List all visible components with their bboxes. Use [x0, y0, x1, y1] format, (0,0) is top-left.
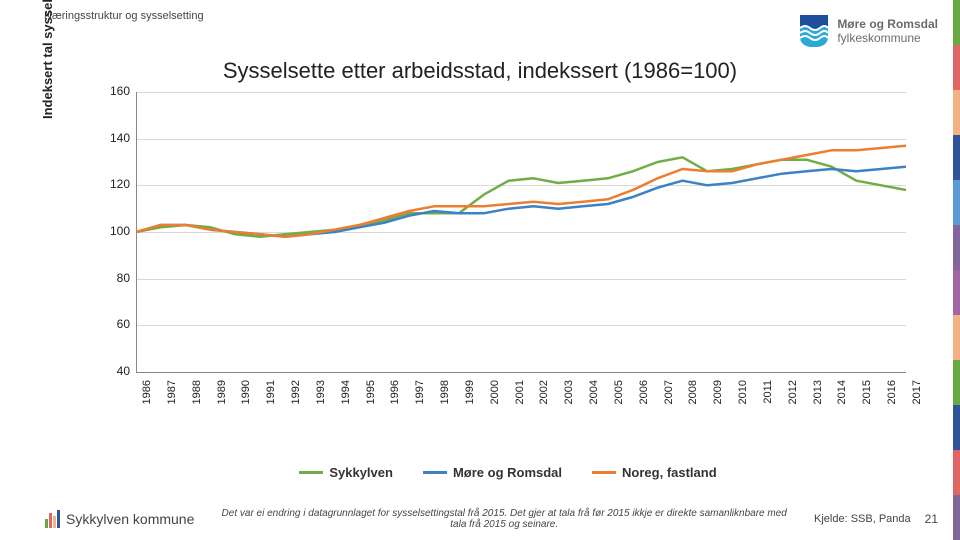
topic-label: Næringsstruktur og sysselsetting — [44, 10, 204, 22]
chart-title: Sysselsette etter arbeidsstad, indeksser… — [0, 58, 960, 84]
x-tick-label: 2009 — [712, 380, 724, 440]
legend-swatch — [299, 471, 323, 474]
x-tick-label: 2008 — [687, 380, 699, 440]
org-logo: Møre og Romsdal fylkeskommune — [799, 14, 938, 48]
org-line2: fylkeskommune — [837, 31, 938, 45]
shield-icon — [799, 14, 829, 48]
legend-label: Sykkylven — [329, 465, 393, 480]
footer-logo: Sykkylven kommune — [44, 509, 194, 529]
bars-icon — [44, 509, 60, 529]
x-tick-label: 2006 — [638, 380, 650, 440]
y-tick-label: 60 — [100, 317, 130, 331]
x-tick-label: 2002 — [538, 380, 550, 440]
legend-swatch — [592, 471, 616, 474]
y-tick-label: 160 — [100, 84, 130, 98]
source-label: Kjelde: SSB, Panda — [814, 513, 911, 525]
x-tick-label: 1998 — [439, 380, 451, 440]
x-tick-label: 2000 — [489, 380, 501, 440]
x-tick-label: 1987 — [166, 380, 178, 440]
x-tick-label: 2011 — [762, 380, 774, 440]
x-tick-label: 1992 — [290, 380, 302, 440]
x-tick-label: 1988 — [191, 380, 203, 440]
x-tick-label: 2001 — [514, 380, 526, 440]
legend-label: Noreg, fastland — [622, 465, 717, 480]
legend-swatch — [423, 471, 447, 474]
legend: Sykkylven Møre og Romsdal Noreg, fastland — [88, 465, 928, 480]
x-tick-label: 1986 — [141, 380, 153, 440]
x-tick-label: 2004 — [588, 380, 600, 440]
footer: Sykkylven kommune Det var ei endring i d… — [0, 508, 960, 530]
legend-item: Møre og Romsdal — [423, 465, 562, 480]
org-line1: Møre og Romsdal — [837, 17, 938, 31]
x-tick-label: 1990 — [240, 380, 252, 440]
x-tick-label: 1993 — [315, 380, 327, 440]
x-tick-label: 2015 — [861, 380, 873, 440]
footer-note: Det var ei endring i datagrunnlaget for … — [194, 508, 814, 530]
slide-root: Næringsstruktur og sysselsetting Møre og… — [0, 0, 960, 540]
x-tick-label: 2014 — [836, 380, 848, 440]
x-tick-label: 1994 — [340, 380, 352, 440]
x-tick-label: 2016 — [886, 380, 898, 440]
line-plot — [136, 92, 906, 372]
x-tick-label: 2010 — [737, 380, 749, 440]
x-tick-label: 1991 — [265, 380, 277, 440]
y-tick-label: 120 — [100, 177, 130, 191]
x-tick-label: 1996 — [389, 380, 401, 440]
x-tick-label: 2013 — [812, 380, 824, 440]
series-Sykkylven — [136, 157, 906, 236]
legend-item: Noreg, fastland — [592, 465, 717, 480]
x-tick-label: 1997 — [414, 380, 426, 440]
page-number: 21 — [925, 512, 938, 526]
y-tick-label: 100 — [100, 224, 130, 238]
y-tick-label: 140 — [100, 131, 130, 145]
y-axis-label: Indeksert tal sysselsette (1986 = 100) — [40, 0, 55, 130]
plot-area: 4060801001201401601986198719881989199019… — [136, 92, 906, 372]
x-tick-label: 2007 — [663, 380, 675, 440]
legend-label: Møre og Romsdal — [453, 465, 562, 480]
x-tick-label: 2003 — [563, 380, 575, 440]
x-tick-label: 1989 — [216, 380, 228, 440]
x-tick-label: 2017 — [911, 380, 923, 440]
municipality-name: Sykkylven kommune — [66, 511, 194, 527]
x-tick-label: 1995 — [365, 380, 377, 440]
x-tick-label: 1999 — [464, 380, 476, 440]
org-name: Møre og Romsdal fylkeskommune — [837, 17, 938, 46]
legend-item: Sykkylven — [299, 465, 393, 480]
y-tick-label: 40 — [100, 364, 130, 378]
x-tick-label: 2005 — [613, 380, 625, 440]
x-tick-label: 2012 — [787, 380, 799, 440]
y-tick-label: 80 — [100, 271, 130, 285]
chart-area: 40 60 80 100 120 140 160 1986 1987 1988 1989 1990 19… — [88, 82, 928, 482]
